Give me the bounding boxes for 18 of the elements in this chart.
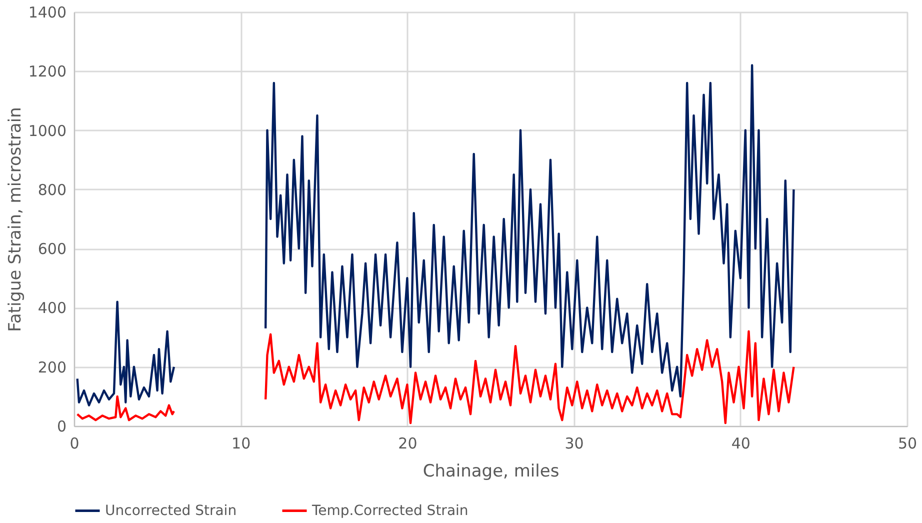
y-tick-label: 1000	[28, 122, 66, 140]
y-tick-label: 600	[38, 240, 66, 258]
y-tick-label: 400	[38, 299, 66, 318]
x-tick-label: 40	[731, 434, 750, 452]
legend-label: Uncorrected Strain	[105, 502, 237, 519]
x-tick-label: 0	[70, 434, 80, 452]
y-axis-title: Fatigue Strain, microstrain	[5, 107, 26, 332]
y-tick-label: 200	[38, 358, 66, 376]
y-tick-label: 1200	[28, 62, 66, 81]
y-tick-label: 800	[38, 180, 66, 199]
x-axis-title: Chainage, miles	[422, 462, 560, 482]
y-tick-label: 1400	[28, 4, 66, 22]
legend-label: Temp.Corrected Strain	[311, 502, 468, 519]
x-tick-label: 30	[564, 434, 584, 452]
x-tick-label: 50	[898, 434, 918, 452]
y-tick-label: 0	[56, 418, 66, 436]
x-tick-label: 20	[398, 434, 418, 452]
x-tick-label: 10	[232, 434, 251, 452]
